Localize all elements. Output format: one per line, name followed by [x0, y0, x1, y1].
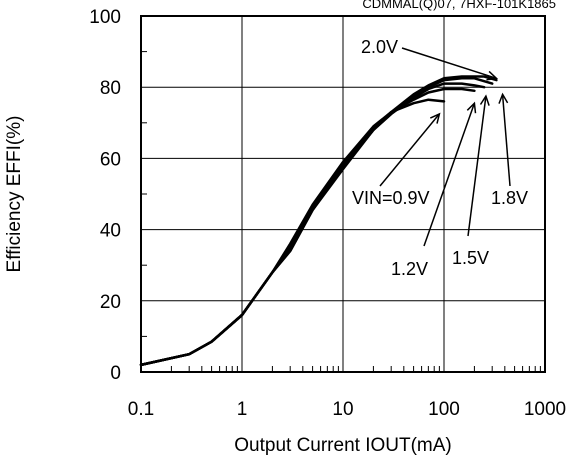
- annotation-arrow: [467, 96, 487, 237]
- series-line: [139, 77, 494, 367]
- annotations: 2.0V VIN=0.9V 1.2V 1.5V 1.8V: [352, 37, 528, 279]
- y-axis-label: Efficiency EFFI(%): [4, 116, 25, 273]
- annotation-label: 1.2V: [391, 259, 428, 279]
- x-axis-label: Output Current IOUT(mA): [234, 435, 452, 456]
- series-line: [139, 98, 446, 367]
- y-tick-label: 100: [89, 7, 121, 28]
- annotation-arrow: [401, 47, 497, 80]
- y-tick-label: 60: [100, 149, 121, 170]
- series-line: [139, 82, 486, 367]
- annotation-arrowhead: [479, 94, 490, 106]
- plot-frame: [140, 15, 546, 373]
- minor-ticks: [141, 51, 541, 372]
- annotation-arrowhead: [486, 70, 499, 81]
- x-tick-label: 100: [428, 399, 460, 420]
- y-tick-labels: 0 20 40 60 80 100: [89, 7, 121, 384]
- x-tick-label: 10: [332, 399, 353, 420]
- y-tick-label: 40: [100, 221, 121, 242]
- annotation-arrow: [379, 113, 440, 187]
- y-tick-label: 20: [100, 292, 121, 313]
- annotation-arrow: [501, 94, 511, 187]
- annotation-arrowhead: [429, 112, 441, 124]
- grid: [140, 15, 546, 373]
- annotation-label: VIN=0.9V: [352, 188, 430, 208]
- x-tick-labels: 0.1 1 10 100 1000: [128, 399, 566, 420]
- x-tick-label: 0.1: [128, 399, 154, 420]
- x-tick-label: 1000: [524, 399, 566, 420]
- x-tick-label: 1: [237, 399, 248, 420]
- annotation-label: 1.8V: [491, 188, 528, 208]
- annotation-arrowhead: [498, 92, 509, 104]
- annotation-arrowhead: [466, 101, 477, 114]
- annotation-arrow: [423, 102, 476, 247]
- series-line: [139, 87, 476, 367]
- annotation-label: 1.5V: [452, 248, 489, 268]
- series-layer: [139, 75, 498, 367]
- y-tick-label: 80: [100, 78, 121, 99]
- top-note: CDMMAL(Q)07, 7HXF-101K1865: [362, 0, 556, 11]
- y-tick-label: 0: [110, 363, 121, 384]
- series-line: [139, 75, 498, 367]
- annotation-label: 2.0V: [361, 37, 398, 57]
